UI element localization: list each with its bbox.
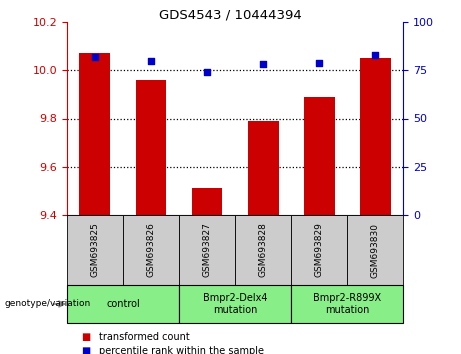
Bar [79,53,110,215]
Bar [67,285,179,323]
Bar [123,215,179,285]
Text: genotype/variation: genotype/variation [5,299,91,308]
Point [260,62,267,67]
Text: Bmpr2-R899X
mutation: Bmpr2-R899X mutation [313,293,381,315]
Bar [192,188,223,215]
Bar [360,58,391,215]
Text: ■: ■ [81,332,90,342]
Bar [235,215,291,285]
Bar [291,215,347,285]
Text: transformed count: transformed count [99,332,190,342]
Point [372,52,379,58]
Text: percentile rank within the sample: percentile rank within the sample [99,346,264,354]
Point [147,58,154,63]
Text: GSM693825: GSM693825 [90,223,100,278]
Text: GSM693829: GSM693829 [315,223,324,278]
Text: GSM693830: GSM693830 [371,223,380,278]
Text: GDS4543 / 10444394: GDS4543 / 10444394 [159,9,302,22]
Text: GSM693826: GSM693826 [147,223,155,278]
Point [203,69,211,75]
Text: Bmpr2-Delx4
mutation: Bmpr2-Delx4 mutation [203,293,267,315]
Bar [179,215,235,285]
Text: control: control [106,299,140,309]
Point [315,60,323,65]
Text: GSM693828: GSM693828 [259,223,268,278]
Bar [179,285,291,323]
Bar [347,215,403,285]
Text: GSM693827: GSM693827 [202,223,212,278]
Bar [248,121,278,215]
Bar [67,215,123,285]
Text: ■: ■ [81,346,90,354]
Point [91,54,99,59]
Bar [304,97,335,215]
Bar [136,80,166,215]
Bar [291,285,403,323]
